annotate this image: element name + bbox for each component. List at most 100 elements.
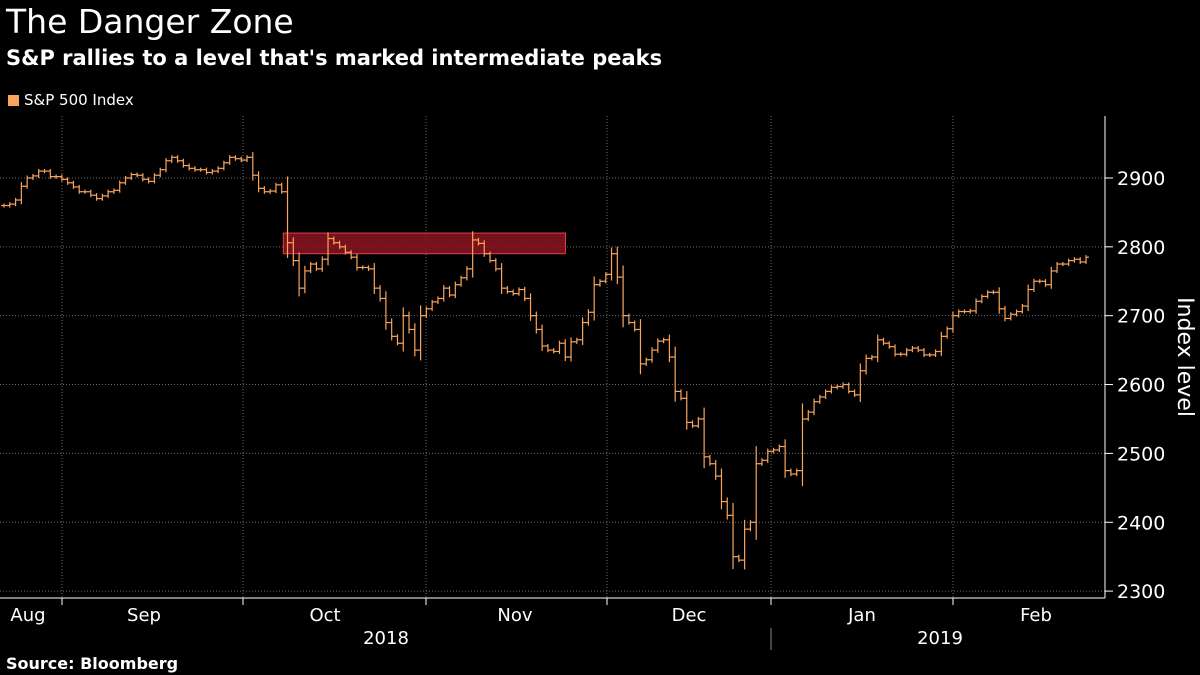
ohlc-bar: [614, 246, 621, 285]
ohlc-bar: [909, 345, 916, 353]
ohlc-bar: [53, 174, 60, 179]
ohlc-bar: [724, 497, 731, 520]
ohlc-bar: [1059, 261, 1066, 267]
danger-zone-layer: [282, 232, 566, 255]
ohlc-bar: [805, 410, 812, 422]
ohlc-bar: [348, 250, 355, 260]
ohlc-bar: [753, 446, 760, 540]
ohlc-bar: [307, 261, 314, 273]
ohlc-bar: [249, 151, 256, 181]
ohlc-bar: [105, 189, 112, 198]
ohlc-bar: [649, 347, 656, 363]
ohlc-bar: [261, 186, 268, 194]
ohlc-bar: [787, 468, 794, 477]
ohlc-bar: [920, 348, 927, 357]
ohlc-bar: [325, 232, 332, 266]
ohlc-bar: [915, 345, 922, 353]
ohlc-bar: [1071, 257, 1078, 263]
ohlc-bar: [625, 313, 632, 325]
chart-subtitle: S&P rallies to a level that's marked int…: [6, 46, 663, 70]
ohlc-bar: [1001, 305, 1008, 322]
ohlc-bar: [510, 289, 517, 296]
ohlc-bar: [458, 275, 465, 287]
ohlc-bar: [562, 339, 569, 362]
ohlc-bar: [244, 155, 251, 163]
ohlc-bar: [6, 202, 13, 208]
ohlc-bar: [811, 398, 818, 416]
ohlc-bar: [1, 203, 7, 208]
y-tick-label: 2400: [1117, 512, 1165, 534]
ohlc-bar: [163, 158, 170, 173]
ohlc-bar: [799, 403, 806, 487]
ohlc-bar: [631, 320, 638, 332]
ohlc-bar: [1083, 255, 1089, 265]
x-month-label: Sep: [127, 605, 161, 626]
x-month-label: Nov: [497, 605, 532, 626]
ohlc-bar: [168, 155, 175, 163]
ohlc-bar: [134, 172, 141, 178]
y-axis-title: Index level: [1172, 297, 1197, 417]
ohlc-bar: [186, 163, 193, 171]
ohlc-bar: [498, 263, 505, 294]
ohlc-bar: [382, 291, 389, 330]
ohlc-bar: [573, 337, 580, 344]
ohlc-bar: [238, 156, 245, 163]
y-tick-label: 2700: [1117, 306, 1165, 328]
ohlc-bar: [1054, 261, 1061, 273]
ohlc-bar: [174, 155, 181, 163]
ohlc-bar: [296, 252, 303, 297]
ohlc-bar: [446, 286, 453, 298]
ohlc-bar: [267, 188, 274, 194]
ohlc-bar: [527, 293, 534, 321]
ohlc-bar: [654, 338, 661, 353]
ohlc-bar: [984, 290, 991, 299]
ohlc-bar: [12, 197, 19, 207]
ohlc-bar: [949, 311, 956, 333]
ohlc-bar: [145, 177, 152, 184]
ohlc-bar: [828, 385, 835, 394]
ohlc-bar: [469, 231, 476, 278]
legend: S&P 500 Index: [8, 91, 134, 109]
x-year-label: 2018: [363, 628, 409, 649]
ohlc-bar: [1077, 257, 1084, 265]
ohlc-bar: [336, 240, 343, 249]
ohlc-bar: [76, 184, 83, 194]
ohlc-bar: [330, 236, 337, 245]
grid: [0, 116, 1105, 598]
ohlc-bar: [973, 298, 980, 314]
ohlc-bar: [504, 286, 511, 294]
ohlc-bar: [874, 334, 881, 363]
x-month-label: Feb: [1020, 605, 1052, 626]
ohlc-bar: [157, 167, 164, 178]
ohlc-bar: [556, 340, 563, 354]
ohlc-bar: [191, 166, 198, 172]
ohlc-bar: [677, 389, 684, 401]
ohlc-bar: [863, 354, 870, 375]
ohlc-bar: [1036, 279, 1043, 284]
ohlc-bar: [377, 285, 384, 302]
ohlc-bar: [822, 389, 829, 400]
ohlc-bar: [342, 244, 349, 255]
y-tick-label: 2500: [1117, 443, 1165, 465]
ohlc-bar: [1042, 279, 1049, 287]
legend-swatch: [8, 94, 19, 106]
ohlc-bar: [394, 334, 401, 346]
ohlc-bar: [839, 382, 846, 389]
ohlc-bar: [620, 265, 627, 328]
ohlc-bar: [718, 468, 725, 510]
ohlc-bar: [423, 306, 430, 318]
x-month-label: Aug: [10, 605, 45, 626]
ohlc-bar: [741, 519, 748, 570]
ohlc-bar: [122, 175, 129, 185]
x-month-label: Oct: [309, 605, 340, 626]
ohlc-bar: [1065, 258, 1072, 267]
ohlc-bar: [683, 391, 690, 430]
ohlc-bar: [938, 331, 945, 357]
ohlc-bar: [463, 266, 470, 281]
ohlc-bar: [926, 352, 933, 357]
ohlc-bar: [434, 296, 441, 304]
ohlc-bar: [41, 169, 48, 174]
ohlc-bar: [730, 502, 737, 570]
ohlc-bar: [180, 158, 187, 168]
